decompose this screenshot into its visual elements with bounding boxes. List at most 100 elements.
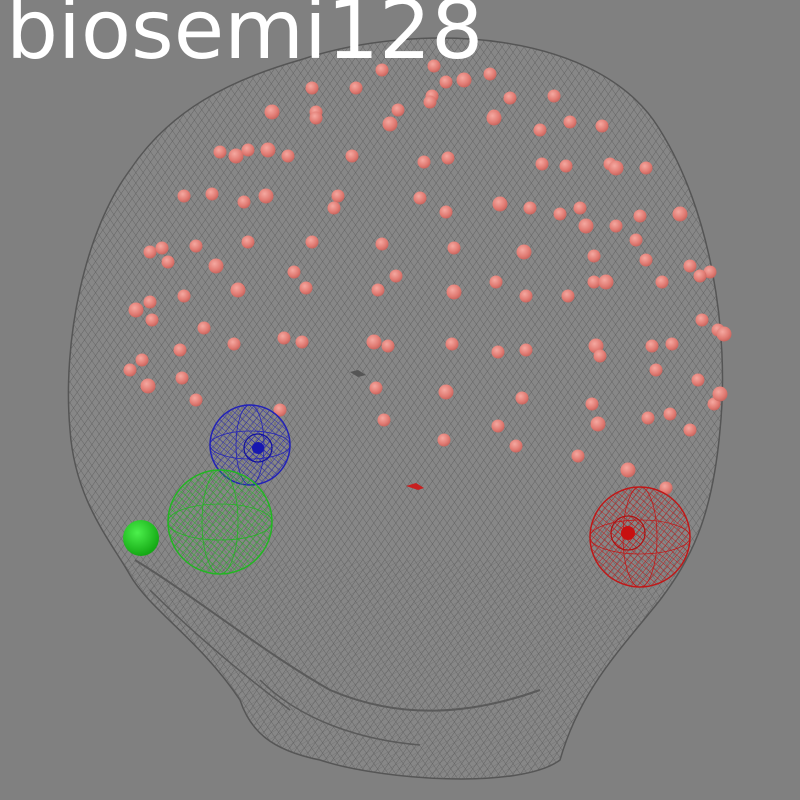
electrode-sphere[interactable]: [173, 343, 187, 357]
electrode-sphere[interactable]: [629, 233, 643, 247]
electrode-sphere[interactable]: [438, 384, 454, 400]
electrode-sphere[interactable]: [305, 81, 319, 95]
electrode-sphere[interactable]: [382, 116, 398, 132]
electrode-sphere[interactable]: [427, 59, 441, 73]
electrode-sphere[interactable]: [287, 265, 301, 279]
electrode-sphere[interactable]: [571, 449, 585, 463]
electrode-sphere[interactable]: [491, 345, 505, 359]
electrode-sphere[interactable]: [128, 302, 144, 318]
electrode-sphere[interactable]: [585, 397, 599, 411]
electrode-sphere[interactable]: [439, 75, 453, 89]
electrode-sphere[interactable]: [205, 187, 219, 201]
electrode-sphere[interactable]: [175, 371, 189, 385]
electrode-sphere[interactable]: [683, 423, 697, 437]
electrode-sphere[interactable]: [140, 378, 156, 394]
electrode-sphere[interactable]: [456, 72, 472, 88]
electrode-sphere[interactable]: [241, 235, 255, 249]
electrode-sphere[interactable]: [381, 339, 395, 353]
electrode-sphere[interactable]: [703, 265, 717, 279]
electrode-sphere[interactable]: [587, 249, 601, 263]
electrode-sphere[interactable]: [295, 335, 309, 349]
electrode-sphere[interactable]: [237, 195, 251, 209]
electrode-sphere[interactable]: [590, 416, 606, 432]
electrode-sphere[interactable]: [712, 386, 728, 402]
electrode-sphere[interactable]: [197, 321, 211, 335]
electrode-sphere[interactable]: [535, 157, 549, 171]
electrode-sphere[interactable]: [598, 274, 614, 290]
electrode-sphere[interactable]: [503, 91, 517, 105]
electrode-sphere[interactable]: [241, 143, 255, 157]
electrode-sphere[interactable]: [561, 289, 575, 303]
electrode-sphere[interactable]: [143, 295, 157, 309]
electrode-sphere[interactable]: [620, 462, 636, 478]
electrode-sphere[interactable]: [264, 104, 280, 120]
electrode-sphere[interactable]: [189, 393, 203, 407]
electrode-sphere[interactable]: [299, 281, 313, 295]
electrode-sphere[interactable]: [445, 337, 459, 351]
fiducial-rpa[interactable]: [589, 486, 691, 588]
electrode-sphere[interactable]: [691, 373, 705, 387]
electrode-sphere[interactable]: [683, 259, 697, 273]
electrode-sphere[interactable]: [413, 191, 427, 205]
electrode-sphere[interactable]: [547, 89, 561, 103]
electrode-sphere[interactable]: [161, 255, 175, 269]
electrode-sphere[interactable]: [492, 196, 508, 212]
electrode-sphere[interactable]: [563, 115, 577, 129]
electrode-sphere[interactable]: [491, 419, 505, 433]
electrode-sphere[interactable]: [228, 148, 244, 164]
electrode-sphere[interactable]: [145, 313, 159, 327]
electrode-sphere[interactable]: [423, 95, 437, 109]
electrode-sphere[interactable]: [655, 275, 669, 289]
electrode-sphere[interactable]: [143, 245, 157, 259]
electrode-sphere[interactable]: [331, 189, 345, 203]
electrode-sphere[interactable]: [486, 110, 502, 126]
electrode-sphere[interactable]: [663, 407, 677, 421]
electrode-sphere[interactable]: [509, 439, 523, 453]
electrode-sphere[interactable]: [213, 145, 227, 159]
electrode-sphere[interactable]: [608, 160, 624, 176]
electrode-sphere[interactable]: [659, 481, 673, 495]
electrode-sphere[interactable]: [260, 142, 276, 158]
electrode-sphere[interactable]: [633, 209, 647, 223]
electrode-sphere[interactable]: [695, 313, 709, 327]
electrode-sphere[interactable]: [441, 151, 455, 165]
electrode-sphere[interactable]: [391, 103, 405, 117]
electrode-sphere[interactable]: [123, 363, 137, 377]
electrode-sphere[interactable]: [553, 207, 567, 221]
electrode-sphere[interactable]: [389, 269, 403, 283]
electrode-sphere[interactable]: [578, 218, 594, 234]
electrode-sphere[interactable]: [273, 403, 287, 417]
electrode-sphere[interactable]: [573, 201, 587, 215]
electrode-sphere[interactable]: [672, 206, 688, 222]
electrode-sphere[interactable]: [639, 253, 653, 267]
electrode-sphere[interactable]: [327, 201, 341, 215]
electrode-sphere[interactable]: [639, 161, 653, 175]
electrode-sphere[interactable]: [437, 433, 451, 447]
electrode-sphere[interactable]: [645, 339, 659, 353]
electrode-sphere[interactable]: [665, 337, 679, 351]
electrode-sphere[interactable]: [281, 149, 295, 163]
fiducial-nasion[interactable]: [209, 404, 291, 486]
fiducial-lpa[interactable]: [123, 469, 273, 575]
electrode-sphere[interactable]: [641, 411, 655, 425]
electrode-sphere[interactable]: [189, 239, 203, 253]
electrode-sphere[interactable]: [559, 159, 573, 173]
electrode-sphere[interactable]: [515, 391, 529, 405]
electrode-sphere[interactable]: [371, 283, 385, 297]
electrode-sphere[interactable]: [587, 275, 601, 289]
electrode-sphere[interactable]: [230, 282, 246, 298]
electrode-sphere[interactable]: [483, 67, 497, 81]
electrode-sphere[interactable]: [309, 111, 323, 125]
electrode-sphere[interactable]: [523, 201, 537, 215]
electrode-sphere[interactable]: [377, 413, 391, 427]
electrode-sphere[interactable]: [593, 349, 607, 363]
electrode-sphere[interactable]: [177, 189, 191, 203]
electrode-sphere[interactable]: [258, 188, 274, 204]
electrode-sphere[interactable]: [277, 331, 291, 345]
electrode-sphere[interactable]: [693, 269, 707, 283]
electrode-sphere[interactable]: [716, 326, 732, 342]
electrode-sphere[interactable]: [609, 219, 623, 233]
electrode-sphere[interactable]: [227, 337, 241, 351]
electrode-sphere[interactable]: [375, 237, 389, 251]
